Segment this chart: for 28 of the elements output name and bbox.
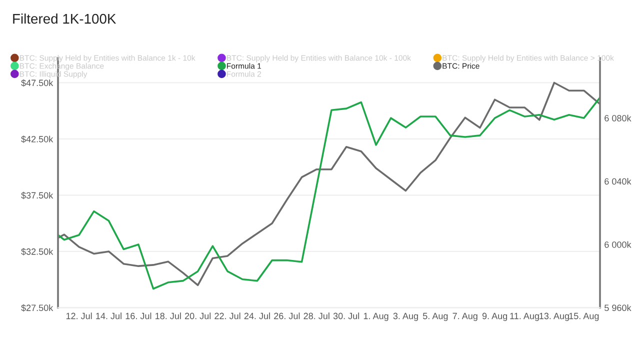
chart-title: Filtered 1K-100K bbox=[13, 14, 116, 24]
x-tick-label: 15. Aug bbox=[569, 312, 599, 321]
y2-tick-label: 5 960k bbox=[604, 304, 632, 312]
x-tick-label: 24. Jul bbox=[244, 312, 270, 320]
x-tick-label: 7. Aug bbox=[452, 312, 478, 321]
x-tick-label: 28. Jul bbox=[304, 312, 330, 320]
y-tick-label: $42.50k bbox=[21, 136, 54, 143]
x-tick-label: 11. Aug bbox=[510, 312, 539, 321]
y-tick-label: $32.50k bbox=[21, 248, 54, 256]
x-tick-label: 20. Jul bbox=[184, 312, 211, 320]
x-tick-label: 12. Jul bbox=[66, 312, 92, 320]
x-tick-label: 18. Jul bbox=[156, 312, 181, 320]
y-tick-label: $47.50k bbox=[21, 79, 54, 87]
x-tick-label: 16. Jul bbox=[126, 312, 152, 320]
x-tick-label: 9. Aug bbox=[482, 312, 508, 321]
x-tick-label: 1. Aug bbox=[364, 312, 388, 321]
y2-tick-label: 6 080k bbox=[604, 114, 632, 122]
y-tick-label: $27.50k bbox=[21, 304, 54, 312]
y-tick-label: $37.50k bbox=[21, 192, 54, 200]
x-tick-label: 26. Jul bbox=[274, 312, 300, 320]
x-tick-label: 14. Jul bbox=[96, 312, 122, 320]
x-tick-label: 30. Jul bbox=[333, 312, 360, 320]
x-tick-label: 3. Aug bbox=[393, 312, 418, 321]
x-tick-label: 5. Aug bbox=[422, 312, 448, 321]
x-tick-label: 22. Jul bbox=[214, 312, 240, 320]
x-tick-label: 13. Aug bbox=[540, 312, 569, 321]
y2-tick-label: 6 040k bbox=[604, 178, 632, 185]
y2-tick-label: 6 000k bbox=[604, 241, 632, 248]
